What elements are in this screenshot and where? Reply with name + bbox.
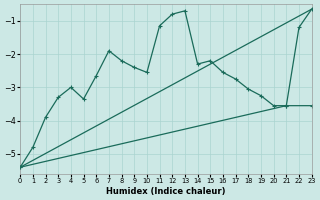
- X-axis label: Humidex (Indice chaleur): Humidex (Indice chaleur): [106, 187, 226, 196]
